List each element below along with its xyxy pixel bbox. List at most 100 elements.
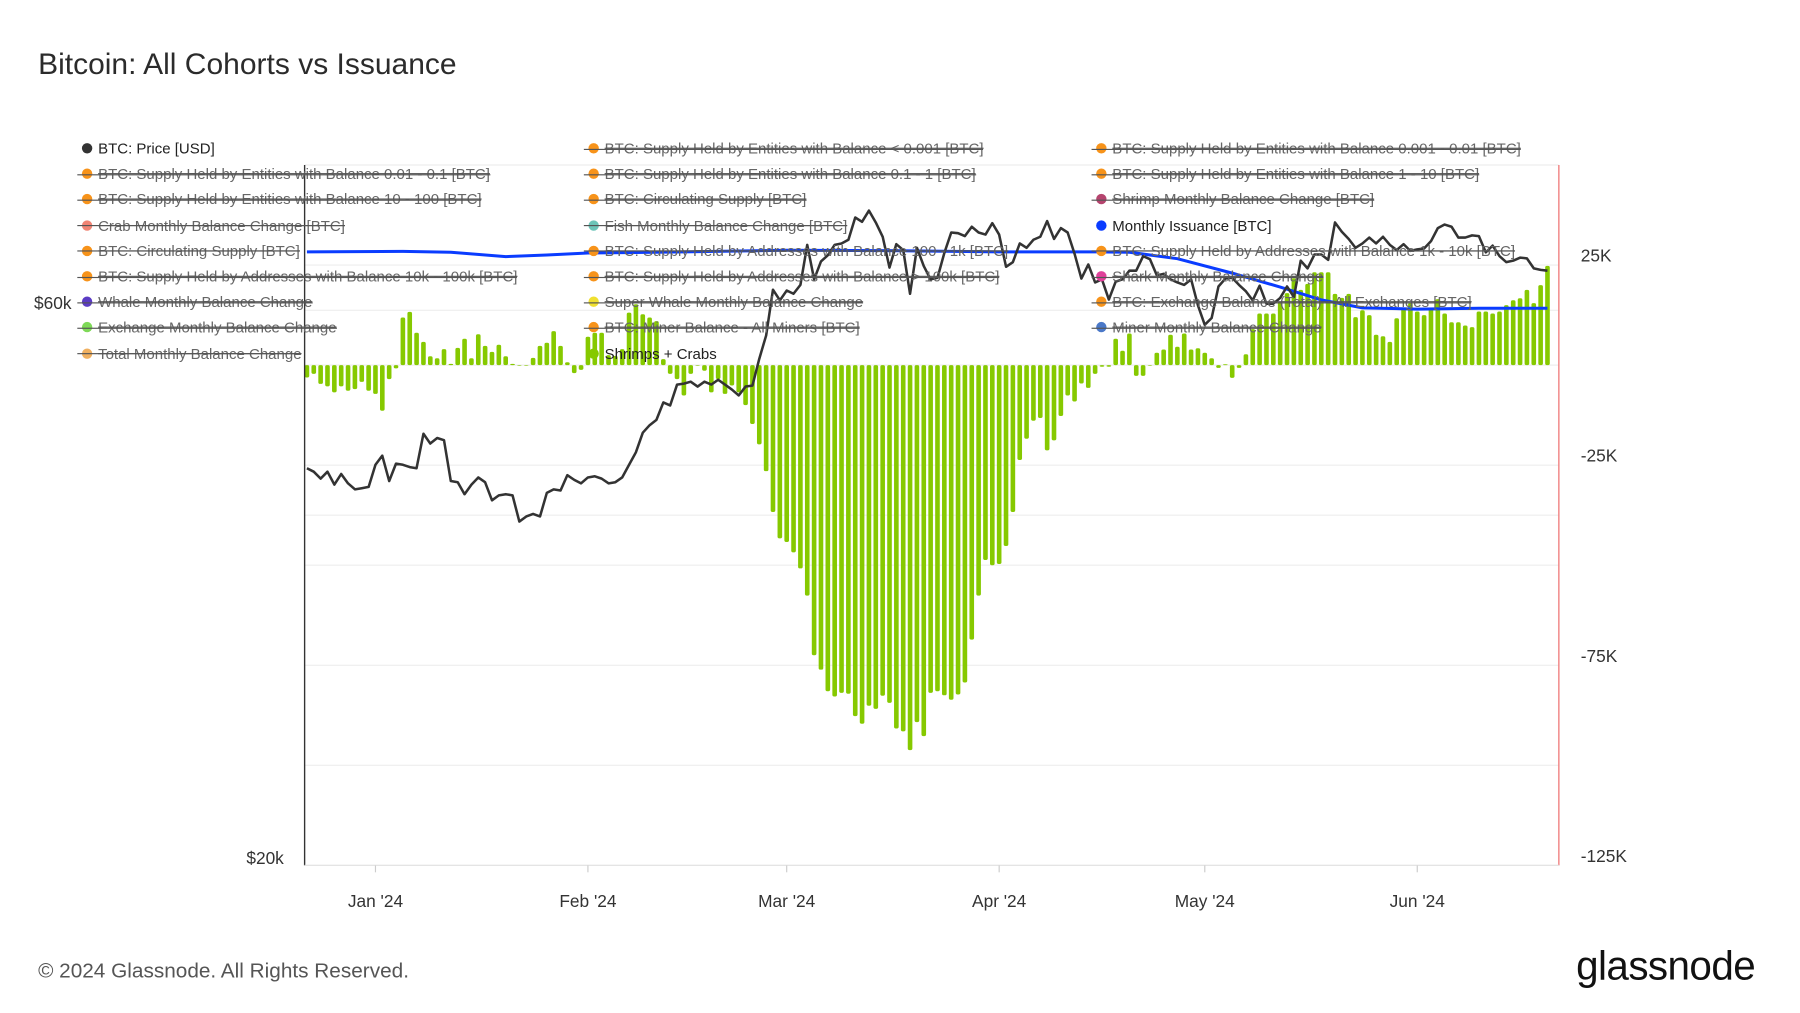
bar (1318, 272, 1324, 366)
legend-label: BTC: Supply Held by Addresses with Balan… (1112, 242, 1516, 260)
bar (654, 321, 659, 366)
legend-label: Crab Monthly Balance Change [BTC] (98, 216, 345, 234)
legend-label: Exchange Monthly Balance Change (98, 318, 337, 337)
legend-dot-icon (1096, 219, 1107, 231)
bar (606, 355, 611, 366)
bar (804, 365, 810, 596)
legend-label: BTC: Supply Held by Entities with Balanc… (98, 165, 490, 183)
legend-item[interactable]: Exchange Monthly Balance Change (77, 318, 337, 337)
bar (996, 365, 1002, 565)
bar (1421, 315, 1427, 366)
legend-item[interactable]: BTC: Miner Balance - All Miners [BTC] (583, 319, 860, 336)
bar (1195, 348, 1201, 366)
legend: BTC: Price [USD] BTC: Supply Held by Enti… (0, 0, 1800, 381)
bar (1524, 289, 1530, 366)
legend-item[interactable]: BTC: Supply Held by Entities with Balanc… (583, 165, 976, 183)
legend-item[interactable]: BTC: Supply Held by Entities with Balanc… (77, 191, 483, 208)
bar (1229, 365, 1235, 378)
bar (1284, 293, 1290, 366)
legend-label: BTC: Price [USD] (98, 139, 215, 157)
bar (421, 341, 426, 366)
legend-item[interactable]: Total Monthly Balance Change (77, 345, 302, 362)
legend-dot-icon (81, 296, 93, 308)
bar (619, 349, 625, 366)
bar (770, 365, 776, 512)
bar (489, 351, 495, 366)
bar (558, 345, 563, 366)
bar (1147, 365, 1153, 366)
legend-dot-icon (588, 271, 599, 282)
bar (475, 334, 481, 366)
bar (441, 349, 447, 366)
legend-item[interactable]: Shrimp Monthly Balance Change [BTC] (1091, 190, 1375, 209)
bar (756, 365, 762, 445)
legend-dot-icon (588, 219, 599, 231)
bar (661, 359, 666, 366)
bar (736, 365, 742, 393)
bar (955, 365, 961, 695)
bar (565, 362, 570, 366)
legend-item[interactable]: BTC: Circulating Supply [BTC] (583, 191, 806, 208)
bar (517, 365, 522, 366)
bar (907, 365, 913, 751)
bar (332, 365, 337, 393)
bar (750, 365, 755, 424)
bar (990, 365, 995, 566)
legend-item[interactable]: BTC: Supply Held by Addresses with Balan… (1091, 242, 1516, 260)
bar (510, 363, 515, 366)
bar (1435, 299, 1441, 366)
legend-item[interactable]: BTC: Supply Held by Addresses with Balan… (583, 242, 1008, 259)
bar (1298, 289, 1304, 366)
legend-item[interactable]: BTC: Price [USD] (81, 139, 215, 157)
legend-dot-icon (81, 168, 93, 180)
legend-item[interactable]: Whale Monthly Balance Change (77, 293, 312, 311)
x-tick-label: Apr '24 (972, 891, 1027, 911)
bar (729, 365, 735, 386)
legend-item[interactable]: Shrimps + Crabs (588, 345, 717, 362)
bar (681, 365, 687, 396)
legend-dot-icon (1096, 296, 1107, 308)
legend-item[interactable]: Super Whale Monthly Balance Change (583, 293, 864, 311)
legend-item[interactable]: BTC: Supply Held by Entities with Balanc… (1091, 165, 1479, 183)
bar (1401, 308, 1406, 366)
legend-label: BTC: Supply Held by Addresses with Balan… (604, 267, 1000, 286)
bar (1339, 297, 1345, 366)
bar (1469, 327, 1475, 366)
legend-label: BTC: Supply Held by Entities with Balanc… (604, 139, 984, 157)
bar (1312, 272, 1317, 366)
legend-item[interactable]: Monthly Issuance [BTC] (1096, 216, 1272, 234)
bar (1161, 349, 1166, 366)
legend-item[interactable]: BTC: Exchange Balance (Total) - All Exch… (1091, 293, 1473, 311)
bar (1332, 293, 1338, 366)
bar (763, 365, 769, 472)
bar (914, 365, 920, 723)
legend-item[interactable]: Fish Monthly Balance Change [BTC] (583, 216, 848, 234)
legend-item[interactable]: Shark Monthly Balance Change (1091, 268, 1323, 285)
bar (1442, 313, 1447, 366)
legend-label: BTC: Supply Held by Entities with Balanc… (604, 165, 976, 183)
bar (1120, 350, 1125, 366)
legend-item[interactable]: BTC: Supply Held by Addresses with Balan… (583, 267, 1000, 286)
bar (1490, 313, 1495, 366)
bar (962, 365, 968, 683)
bar (633, 304, 639, 366)
glassnode-logo[interactable]: glassnode (1576, 943, 1756, 989)
legend-item[interactable]: BTC: Supply Held by Entities with Balanc… (1091, 140, 1521, 157)
legend-label: Shrimp Monthly Balance Change [BTC] (1112, 190, 1375, 209)
bar (928, 365, 933, 693)
legend-item[interactable]: BTC: Supply Held by Addresses with Balan… (77, 268, 518, 285)
bar (1175, 346, 1180, 366)
legend-item[interactable]: Crab Monthly Balance Change [BTC] (77, 216, 345, 234)
bar (626, 312, 632, 366)
x-tick-label: Feb '24 (559, 891, 617, 911)
legend-item[interactable]: BTC: Supply Held by Entities with Balanc… (77, 165, 490, 183)
bar (345, 365, 351, 391)
legend-item[interactable]: Miner Monthly Balance Change (1091, 319, 1323, 336)
bar (530, 357, 536, 366)
legend-item[interactable]: BTC: Supply Held by Entities with Balanc… (583, 139, 985, 157)
legend-item[interactable]: BTC: Circulating Supply [BTC] (77, 242, 300, 259)
bar (482, 345, 488, 366)
bar (708, 365, 714, 393)
price-line (306, 209, 1548, 523)
